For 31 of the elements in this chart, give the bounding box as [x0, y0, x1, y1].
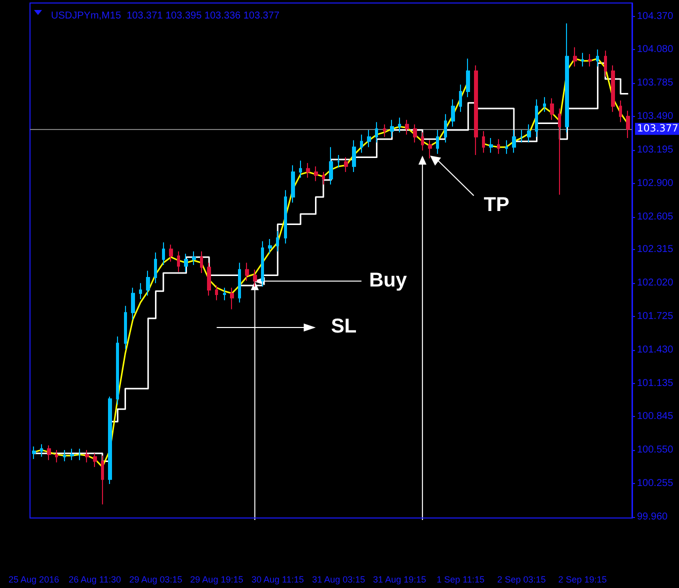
x-tick-label: 31 Aug 03:15	[312, 574, 366, 584]
y-tick-label: 102.900	[637, 178, 674, 189]
x-tick-label: 1 Sep 11:15	[436, 574, 484, 584]
x-tick-label: 2 Sep 03:15	[497, 574, 546, 584]
y-tick-label: 104.370	[637, 11, 674, 22]
y-tick-label: 99.960	[637, 511, 668, 522]
y-tick-label: 103.490	[637, 110, 674, 122]
y-tick-label: 103.195	[637, 144, 674, 156]
ref-line-label: 103.377	[637, 123, 678, 134]
y-tick-label: 103.785	[637, 77, 674, 88]
y-tick-label: 101.725	[637, 311, 674, 322]
text: USDJPYm,M15 103.371 103.395 103.336 103.377	[51, 10, 280, 22]
y-tick-label: 104.080	[637, 44, 674, 56]
x-tick-label: 30 Aug 11:15	[251, 574, 304, 584]
annotation: Buy	[369, 269, 408, 292]
annotation: SL	[331, 316, 357, 338]
x-tick-label: 29 Aug 19:15	[190, 574, 244, 584]
y-tick-label: 102.315	[637, 244, 674, 256]
x-tick-label: 29 Aug 03:15	[129, 574, 182, 584]
y-tick-label: 101.430	[637, 344, 674, 356]
x-tick-label: 25 Aug 2016	[8, 574, 60, 584]
y-tick-label: 100.255	[637, 478, 674, 489]
y-tick-label: 102.605	[637, 211, 674, 222]
x-tick-label: 2 Sep 19:15	[558, 574, 607, 584]
y-tick-label: 101.135	[637, 378, 674, 390]
x-tick-label: 26 Aug 11:30	[68, 574, 121, 584]
y-tick-label: 102.020	[637, 278, 674, 289]
y-tick-label: 100.550	[637, 444, 674, 456]
y-tick-label: 100.845	[637, 410, 674, 422]
x-tick-label: 31 Aug 19:15	[373, 574, 426, 584]
annotation: TP	[484, 194, 510, 216]
